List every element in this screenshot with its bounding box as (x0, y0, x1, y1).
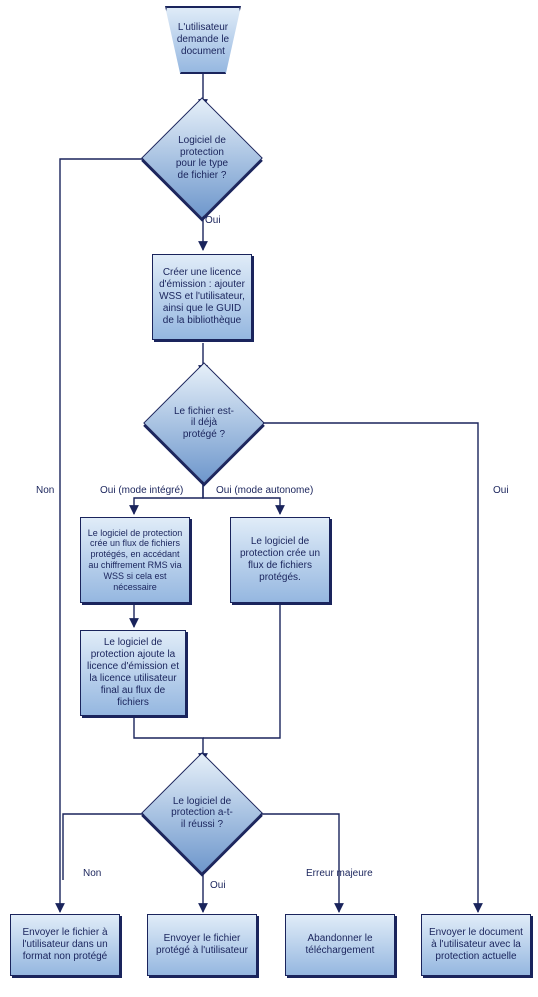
d2-text: Le fichier est-il déjà protégé ? (165, 406, 243, 441)
p2a-text: Le logiciel de protection crée un flux d… (85, 528, 185, 593)
output-current-protection: Envoyer le document à l'utilisateur avec… (421, 914, 531, 976)
integrated-flow-process: Le logiciel de protection crée un flux d… (80, 517, 190, 603)
edge-label-d3-oui: Oui (210, 880, 226, 891)
out1-text: Envoyer le fichier à l'utilisateur dans … (15, 927, 115, 963)
out4-text: Envoyer le document à l'utilisateur avec… (426, 927, 526, 963)
autonomous-flow-process: Le logiciel de protection crée un flux d… (230, 517, 330, 603)
create-license-process: Créer une licence d'émission : ajouter W… (152, 254, 252, 340)
edge-label-d2-oui: Oui (493, 485, 509, 496)
edge-label-d1-non: Non (36, 485, 54, 496)
output-unprotected: Envoyer le fichier à l'utilisateur dans … (10, 914, 120, 976)
edge-label-d1-oui: Oui (205, 215, 221, 226)
p3-text: Le logiciel de protection ajoute la lice… (85, 637, 181, 709)
add-license-process: Le logiciel de protection ajoute la lice… (80, 630, 186, 716)
p2b-text: Le logiciel de protection crée un flux d… (235, 536, 325, 584)
edge-label-d2-integrated: Oui (mode intégré) (100, 485, 183, 496)
output-abort: Abandonner le téléchargement (285, 914, 395, 976)
connectors-layer (0, 0, 538, 997)
out2-text: Envoyer le fichier protégé à l'utilisate… (152, 933, 252, 957)
output-protected: Envoyer le fichier protégé à l'utilisate… (147, 914, 257, 976)
d1-text: Logiciel de protection pour le type de f… (163, 135, 241, 181)
start-text: L'utilisateur demande le document (170, 22, 236, 58)
decision-success: Le logiciel de protection a-t-il réussi … (159, 770, 245, 856)
edge-label-d3-non: Non (83, 868, 101, 879)
d3-text: Le logiciel de protection a-t-il réussi … (163, 796, 241, 831)
decision-already-protected: Le fichier est-il déjà protégé ? (161, 380, 247, 466)
edge-label-d2-autonomous: Oui (mode autonome) (216, 485, 313, 496)
decision-protection-software: Logiciel de protection pour le type de f… (159, 115, 245, 201)
edge-label-d3-err: Erreur majeure (306, 868, 373, 879)
out3-text: Abandonner le téléchargement (290, 933, 390, 957)
p1-text: Créer une licence d'émission : ajouter W… (157, 267, 247, 327)
